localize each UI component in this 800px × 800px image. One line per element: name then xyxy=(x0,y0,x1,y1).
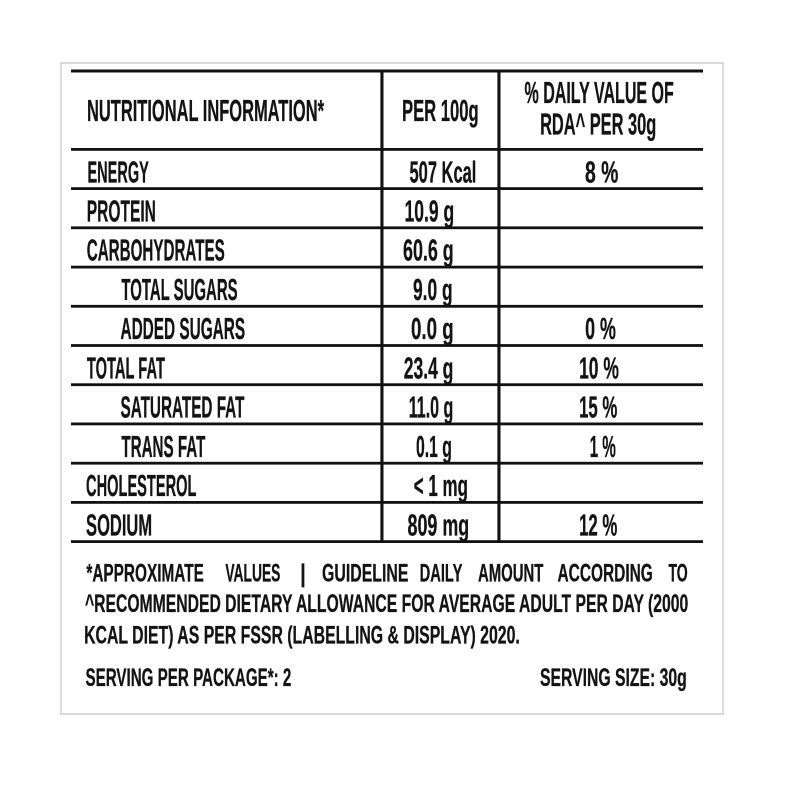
svg-text:< 1 mg: < 1 mg xyxy=(414,468,468,503)
svg-text:NUTRITIONAL INFORMATION*: NUTRITIONAL INFORMATION* xyxy=(87,93,324,128)
svg-text:0 %: 0 % xyxy=(585,311,616,346)
svg-text:*APPROXIMATE: *APPROXIMATE xyxy=(86,560,204,588)
svg-text:8 %: 8 % xyxy=(585,154,618,189)
svg-text:0.1 g: 0.1 g xyxy=(416,429,452,464)
svg-text:15 %: 15 % xyxy=(579,390,617,425)
svg-text:ACCORDING: ACCORDING xyxy=(558,560,653,588)
svg-text:|: | xyxy=(300,560,306,588)
svg-text:SERVING SIZE: 30g: SERVING SIZE: 30g xyxy=(540,664,687,692)
svg-text:10 %: 10 % xyxy=(579,350,619,385)
svg-text:AMOUNT: AMOUNT xyxy=(478,560,544,588)
svg-text:PER 100g: PER 100g xyxy=(402,93,479,128)
svg-text:ENERGY: ENERGY xyxy=(88,154,149,189)
svg-text:12 %: 12 % xyxy=(579,507,617,542)
svg-text:TO: TO xyxy=(668,560,687,588)
svg-text:TRANS FAT: TRANS FAT xyxy=(121,429,205,464)
svg-text:DAILY: DAILY xyxy=(420,560,463,588)
svg-text:11.0 g: 11.0 g xyxy=(409,390,454,425)
svg-text:% DAILY VALUE OF: % DAILY VALUE OF xyxy=(525,75,674,110)
svg-text:GUIDELINE: GUIDELINE xyxy=(322,560,408,588)
svg-text:SERVING PER PACKAGE*: 2: SERVING PER PACKAGE*: 2 xyxy=(86,664,292,692)
svg-text:TOTAL SUGARS: TOTAL SUGARS xyxy=(121,272,237,307)
svg-text:CHOLESTEROL: CHOLESTEROL xyxy=(86,468,196,503)
svg-text:CARBOHYDRATES: CARBOHYDRATES xyxy=(87,233,225,268)
svg-text:PROTEIN: PROTEIN xyxy=(87,194,156,229)
svg-text:0.0 g: 0.0 g xyxy=(411,311,454,346)
svg-text:23.4 g: 23.4 g xyxy=(404,350,454,385)
svg-text:1 %: 1 % xyxy=(590,429,616,464)
svg-text:RDA^ PER 30g: RDA^ PER 30g xyxy=(540,107,656,142)
svg-text:809 mg: 809 mg xyxy=(408,507,470,542)
svg-text:VALUES: VALUES xyxy=(225,560,280,588)
svg-text:9.0 g: 9.0 g xyxy=(413,272,453,307)
svg-text:SODIUM: SODIUM xyxy=(86,507,152,542)
svg-text:10.9 g: 10.9 g xyxy=(405,194,455,229)
svg-text:ADDED SUGARS: ADDED SUGARS xyxy=(121,311,246,346)
svg-text:507 Kcal: 507 Kcal xyxy=(410,154,477,189)
svg-text:KCAL DIET) AS PER FSSR (LABELL: KCAL DIET) AS PER FSSR (LABELLING & DISP… xyxy=(84,622,520,650)
svg-text:SATURATED FAT: SATURATED FAT xyxy=(121,390,245,425)
svg-text:TOTAL FAT: TOTAL FAT xyxy=(87,350,165,385)
svg-text:^RECOMMENDED DIETARY ALLOWANCE: ^RECOMMENDED DIETARY ALLOWANCE FOR AVERA… xyxy=(85,590,688,618)
svg-text:60.6 g: 60.6 g xyxy=(403,233,454,268)
